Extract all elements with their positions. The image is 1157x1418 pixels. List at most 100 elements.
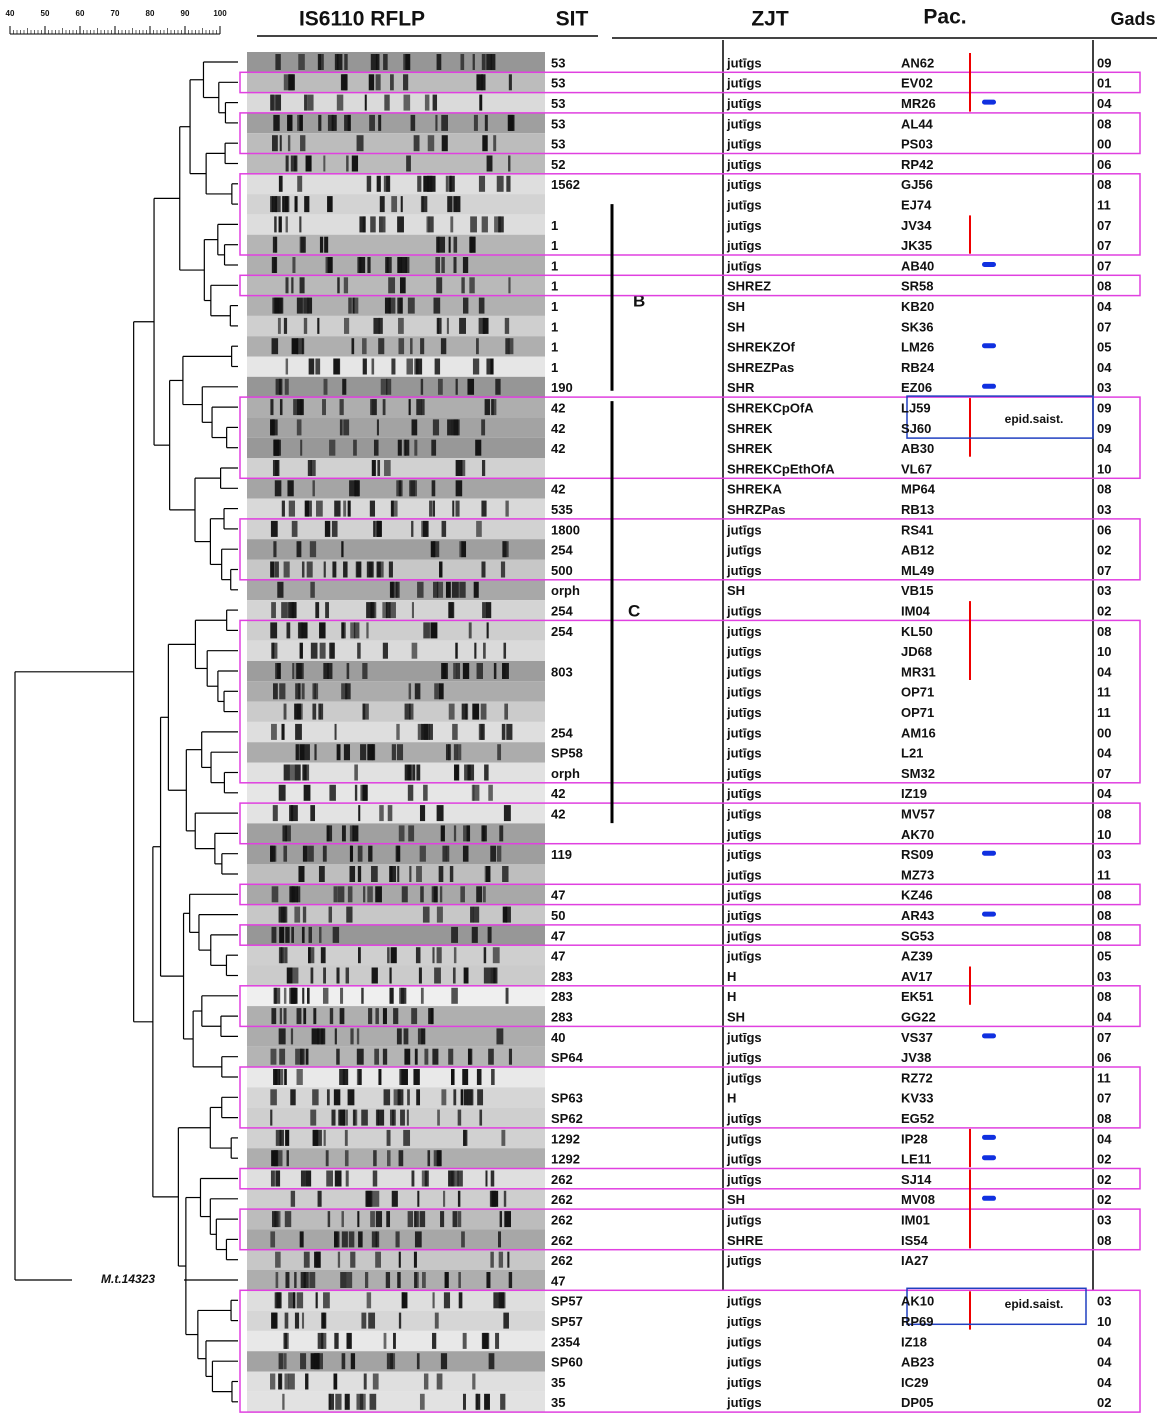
- epid-label: epid.saist.: [1005, 412, 1064, 426]
- sit-cell: 47: [551, 928, 565, 943]
- gel-band: [495, 378, 501, 395]
- gel-band: [272, 135, 278, 152]
- gel-band: [362, 338, 367, 355]
- gel-band: [324, 520, 331, 537]
- gel-band: [301, 561, 305, 578]
- gel-band: [505, 987, 509, 1004]
- gel-band: [350, 845, 354, 862]
- gel-band: [415, 358, 422, 375]
- pac-cell: AN62: [901, 55, 934, 70]
- gel-band: [457, 744, 462, 761]
- group-box: [239, 924, 1141, 946]
- gel-band: [297, 114, 302, 131]
- gel-band: [482, 602, 487, 619]
- zjt-cell: jutīgs: [726, 664, 762, 679]
- gel-lane: [247, 1168, 545, 1189]
- gel-band: [366, 175, 372, 192]
- gel-band: [344, 1150, 349, 1167]
- gel-band: [271, 196, 278, 213]
- gel-band: [319, 236, 324, 253]
- gel-band: [287, 114, 293, 131]
- gel-band: [393, 1332, 396, 1349]
- gel-band: [271, 338, 279, 355]
- gel-band: [495, 1332, 500, 1349]
- gel-band: [297, 622, 303, 639]
- gel-band: [272, 419, 275, 436]
- gel-band: [443, 1190, 446, 1207]
- gads-cell: 03: [1097, 583, 1111, 598]
- gel-band: [400, 196, 403, 213]
- gel-band: [313, 1008, 317, 1025]
- gel-band: [310, 967, 314, 984]
- gel-band: [420, 886, 424, 903]
- zjt-cell: SHREZPas: [727, 360, 794, 375]
- pac-cell: VB15: [901, 583, 934, 598]
- gel-band: [490, 845, 497, 862]
- zjt-cell: jutīgs: [726, 1334, 762, 1349]
- gel-band: [357, 866, 362, 882]
- pac-cell: SK36: [901, 319, 934, 334]
- gel-band: [460, 1089, 464, 1106]
- gel-band: [317, 1332, 324, 1349]
- gel-band: [406, 358, 413, 375]
- zjt-cell: jutīgs: [726, 766, 762, 781]
- gel-band: [294, 155, 297, 172]
- gel-band: [396, 744, 404, 761]
- gel-band: [270, 1373, 276, 1390]
- gel-band: [307, 94, 314, 111]
- gads-cell: 10: [1097, 1314, 1111, 1329]
- gel-band: [291, 277, 294, 294]
- gel-band: [344, 1393, 350, 1410]
- sit-cell: orph: [551, 583, 580, 598]
- gel-band: [336, 54, 343, 70]
- gel-band: [486, 155, 493, 172]
- gel-band: [382, 1048, 388, 1065]
- gel-band: [337, 886, 345, 903]
- gel-band: [373, 317, 380, 334]
- sit-cell: SP60: [551, 1355, 583, 1370]
- reference-label: M.t.14323: [101, 1272, 155, 1286]
- gel-band: [271, 886, 279, 903]
- gads-cell: 02: [1097, 543, 1111, 558]
- gel-lane: [247, 1209, 545, 1230]
- gel-band: [333, 1089, 341, 1106]
- gel-band: [476, 663, 483, 679]
- gel-band: [312, 480, 315, 497]
- gel-band: [279, 1129, 284, 1146]
- gads-cell: 02: [1097, 1152, 1111, 1167]
- gel-band: [382, 216, 386, 233]
- gel-band: [290, 1089, 296, 1106]
- gel-band: [296, 1069, 303, 1085]
- gel-band: [467, 378, 475, 395]
- gel-band: [391, 358, 396, 375]
- pac-cell: KZ46: [901, 888, 933, 903]
- gel-band: [325, 602, 329, 619]
- gel-band: [459, 317, 466, 334]
- gel-band: [283, 561, 290, 578]
- sit-cell: 1292: [551, 1131, 580, 1146]
- gel-band: [290, 1190, 296, 1207]
- gel-band: [272, 236, 276, 253]
- gads-cell: 03: [1097, 380, 1111, 395]
- sit-cell: 1: [551, 319, 558, 334]
- sit-cell: 42: [551, 421, 565, 436]
- epid-box: [906, 1287, 1087, 1326]
- gel-band: [359, 216, 366, 233]
- gel-band: [350, 1353, 356, 1370]
- gel-band: [275, 236, 278, 253]
- gel-band: [285, 358, 289, 375]
- gel-band: [370, 1211, 375, 1228]
- gel-band: [289, 764, 295, 781]
- marker: [982, 1195, 996, 1201]
- pac-cell: KL50: [901, 624, 933, 639]
- gel-lane: [247, 1270, 545, 1291]
- group-box: [239, 1066, 1141, 1129]
- gel-band: [270, 1089, 277, 1106]
- gel-band: [503, 1190, 507, 1207]
- gel-band: [483, 642, 486, 659]
- gel-band: [407, 297, 415, 314]
- gel-band: [488, 784, 493, 801]
- gel-band: [277, 317, 281, 334]
- gel-band: [333, 886, 338, 903]
- gel-band: [303, 297, 309, 314]
